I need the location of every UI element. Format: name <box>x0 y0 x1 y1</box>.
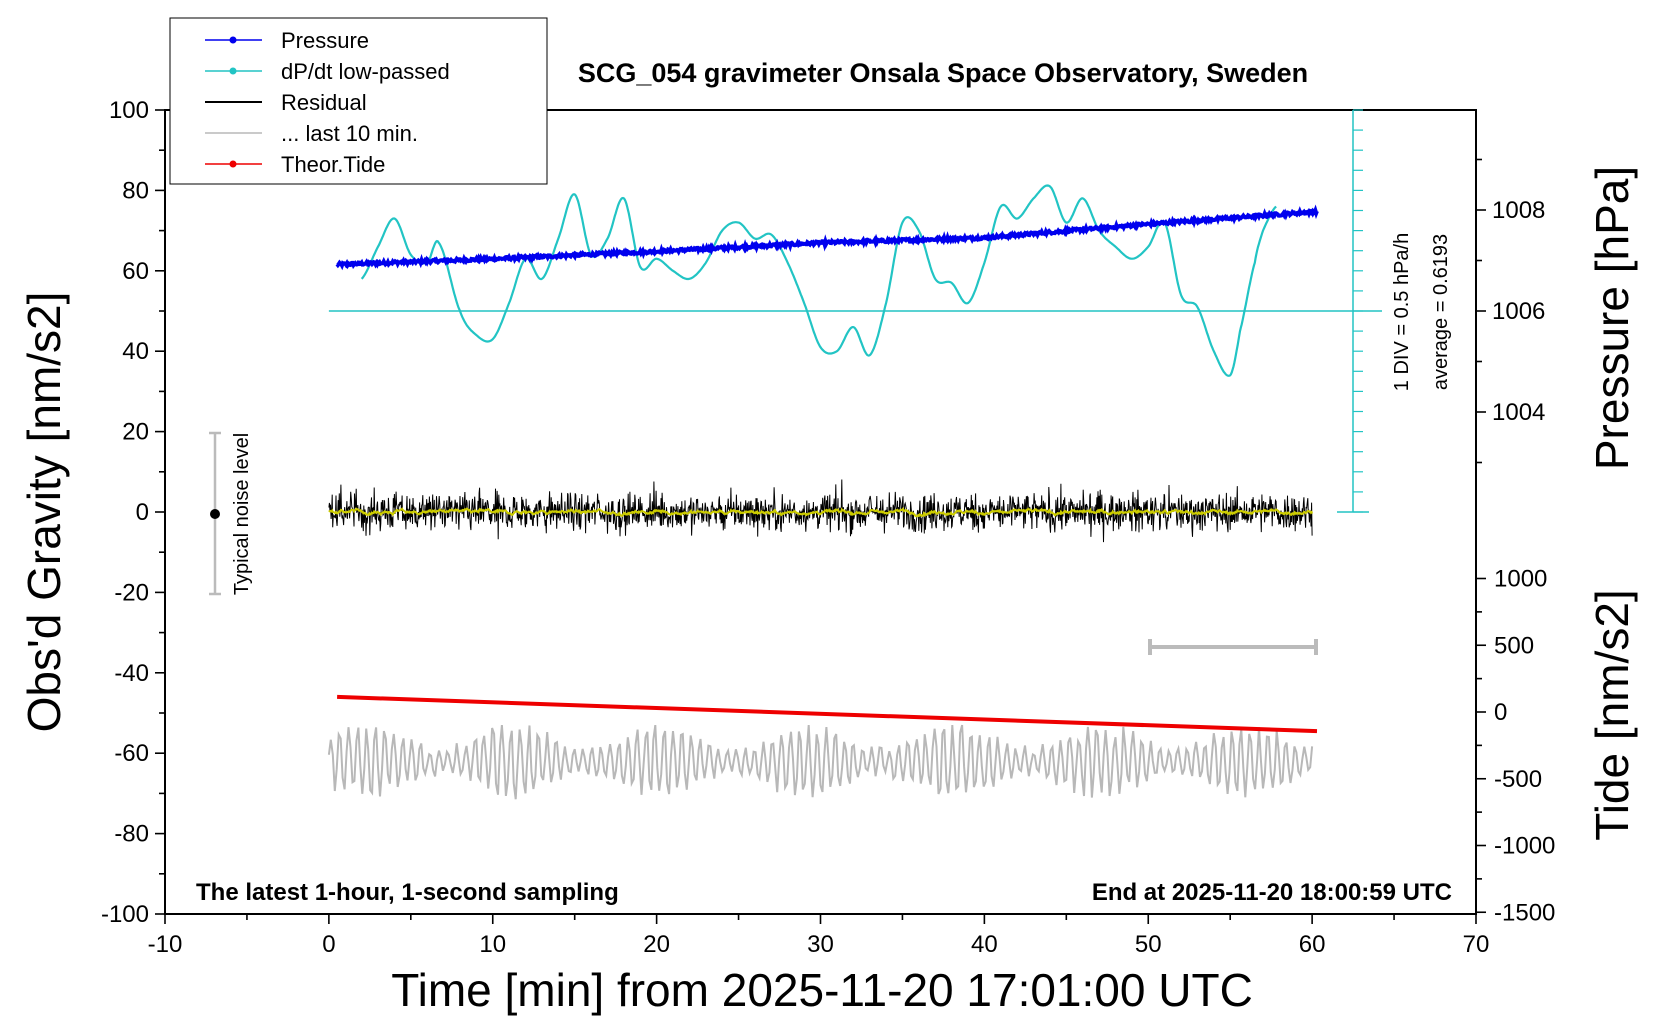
series-dpdt-low-passed <box>360 184 1277 377</box>
y-tick-label: -20 <box>114 579 149 606</box>
noise-level-bar <box>209 431 221 596</box>
dpdt-average-label: average = 0.6193 <box>1430 234 1452 390</box>
tide-tick-label: 500 <box>1494 632 1534 659</box>
x-tick-label: -10 <box>148 931 183 958</box>
pressure-tick-label: 1008 <box>1492 197 1545 224</box>
noise-level-label: Typical noise level <box>231 433 253 595</box>
series-last-10-min <box>327 724 1314 800</box>
note-sampling: The latest 1-hour, 1-second sampling <box>196 879 619 906</box>
x-axis-ticks: -10 0 10 20 30 40 50 60 70 <box>148 914 1490 958</box>
series-residual-smoothed <box>328 506 1314 518</box>
pressure-tick-label: 1006 <box>1492 298 1545 325</box>
series-pressure <box>335 204 1319 271</box>
dpdt-scale-label: 1 DIV = 0.5 hPa/h <box>1391 233 1413 391</box>
series-residual <box>328 479 1313 543</box>
legend-label: ... last 10 min. <box>281 121 418 146</box>
y-tick-label: -100 <box>101 901 149 928</box>
chart-title: SCG_054 gravimeter Onsala Space Observat… <box>578 58 1308 88</box>
y-tick-label: -40 <box>114 660 149 687</box>
y-tick-label: 0 <box>136 499 149 526</box>
legend-marker <box>229 36 237 44</box>
y-tick-label: -80 <box>114 821 149 848</box>
series-theor-tide <box>337 694 1318 734</box>
x-tick-label: 0 <box>322 931 335 958</box>
x-axis-label: Time [min] from 2025-11-20 17:01:00 UTC <box>391 964 1253 1016</box>
y-tick-label: 60 <box>122 258 149 285</box>
y-axis-label-left: Obs'd Gravity [nm/s2] <box>18 292 70 733</box>
legend-label: Theor.Tide <box>281 152 385 177</box>
legend-label: Pressure <box>281 28 369 53</box>
tide-tick-label: 0 <box>1494 699 1507 726</box>
tide-tick-label: -500 <box>1494 766 1542 793</box>
x-tick-label: 60 <box>1299 931 1326 958</box>
tide-tick-label: 1000 <box>1494 566 1547 593</box>
x-tick-label: 70 <box>1463 931 1490 958</box>
tide-axis-ticks: -1500 -1000 -500 0 500 1000 <box>1476 566 1555 926</box>
x-tick-label: 30 <box>807 931 834 958</box>
legend-marker <box>229 67 237 75</box>
tide-tick-label: -1000 <box>1494 833 1555 860</box>
legend-label: dP/dt low-passed <box>281 59 450 84</box>
x-tick-label: 50 <box>1135 931 1162 958</box>
legend-marker <box>229 160 237 168</box>
y-tick-label: 20 <box>122 419 149 446</box>
legend: Pressure dP/dt low-passed Residual ... last… <box>169 17 548 185</box>
pressure-axis-ticks: 1004 1006 1008 <box>1476 158 1545 464</box>
y-axis-label-tide: Tide [nm/s2] <box>1586 589 1638 840</box>
y-tick-label: 100 <box>109 97 149 124</box>
note-end-time: End at 2025-11-20 18:00:59 UTC <box>1092 879 1452 906</box>
tide-tick-label: -1500 <box>1494 899 1555 926</box>
y-tick-label: 80 <box>122 177 149 204</box>
x-tick-label: 40 <box>971 931 998 958</box>
ten-minute-bar <box>1148 639 1318 655</box>
dpdt-reference <box>328 109 1382 513</box>
legend-label: Residual <box>281 90 367 115</box>
y-tick-label: 40 <box>122 338 149 365</box>
y-tick-label: -60 <box>114 740 149 767</box>
y-axis-ticks: -100 -80 -60 -40 -20 0 20 40 60 80 100 <box>101 97 165 928</box>
y-axis-label-pressure: Pressure [hPa] <box>1586 166 1638 470</box>
x-tick-label: 20 <box>643 931 670 958</box>
pressure-tick-label: 1004 <box>1492 399 1545 426</box>
x-tick-label: 10 <box>479 931 506 958</box>
